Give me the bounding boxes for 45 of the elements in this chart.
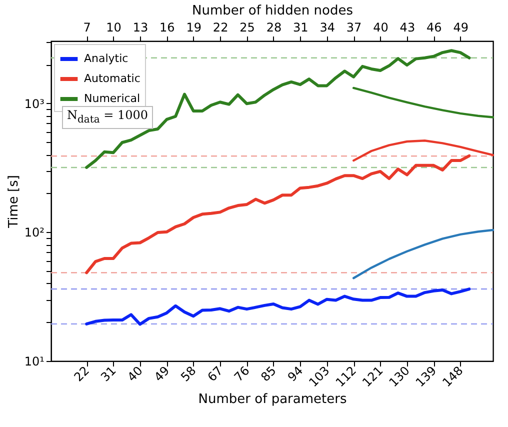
x-tick-label: 148 (440, 364, 466, 390)
x2-tick-label: 22 (212, 20, 228, 34)
x2-tick-label: 49 (453, 20, 468, 34)
x-tick-label: 94 (284, 364, 306, 384)
legend-label: Numerical (84, 92, 140, 105)
x-tick-label: 76 (232, 364, 252, 384)
x2-tick-label: 31 (293, 20, 308, 34)
x-tick-label: 130 (386, 364, 412, 390)
x2-tick-label: 25 (240, 20, 255, 34)
x2-tick-label: 10 (106, 20, 122, 34)
x2-tick-label: 46 (426, 20, 442, 34)
x-tick-label: 121 (360, 364, 386, 390)
x-tick-label: 67 (204, 364, 226, 384)
line-series (352, 140, 494, 162)
y-tick-label: 10¹ (24, 354, 45, 368)
x2-tick-label: 13 (132, 20, 148, 34)
x2-tick-label: 43 (400, 20, 416, 34)
x-axis-title: Number of parameters (198, 392, 347, 407)
x-tick-label: 49 (151, 364, 172, 384)
x2-tick-label: 16 (160, 20, 175, 34)
x2-tick-label: 34 (320, 20, 335, 34)
x2-tick-label: 28 (266, 20, 282, 34)
x-tick-label: 40 (124, 364, 146, 384)
line-series (352, 86, 494, 118)
legend-label: Analytic (84, 52, 128, 65)
line-series (85, 288, 471, 326)
x-tick-label: 31 (98, 364, 119, 384)
x-tick-label: 22 (71, 364, 92, 384)
x2-tick-label: 19 (186, 20, 202, 34)
y-axis-title: Time [s] (6, 175, 22, 229)
x2-tick-label: 7 (83, 20, 91, 34)
legend-label: Automatic (84, 72, 140, 85)
y-tick-label: 10³ (24, 96, 45, 111)
x2-axis-title: Number of hidden nodes (192, 4, 354, 18)
line-series (85, 154, 471, 274)
x-tick-label: 103 (306, 364, 332, 390)
x-tick-label: 112 (332, 364, 360, 390)
y-tick-label: 10² (24, 226, 45, 240)
x2-tick-label: 37 (346, 20, 362, 34)
x-tick-label: 85 (258, 364, 279, 384)
line-series (352, 228, 494, 280)
annotation: N$_{data}$ = 1000 (62, 106, 154, 130)
x-tick-label: 139 (413, 364, 440, 390)
x2-tick-label: 40 (373, 20, 388, 34)
x-tick-label: 58 (178, 364, 199, 384)
